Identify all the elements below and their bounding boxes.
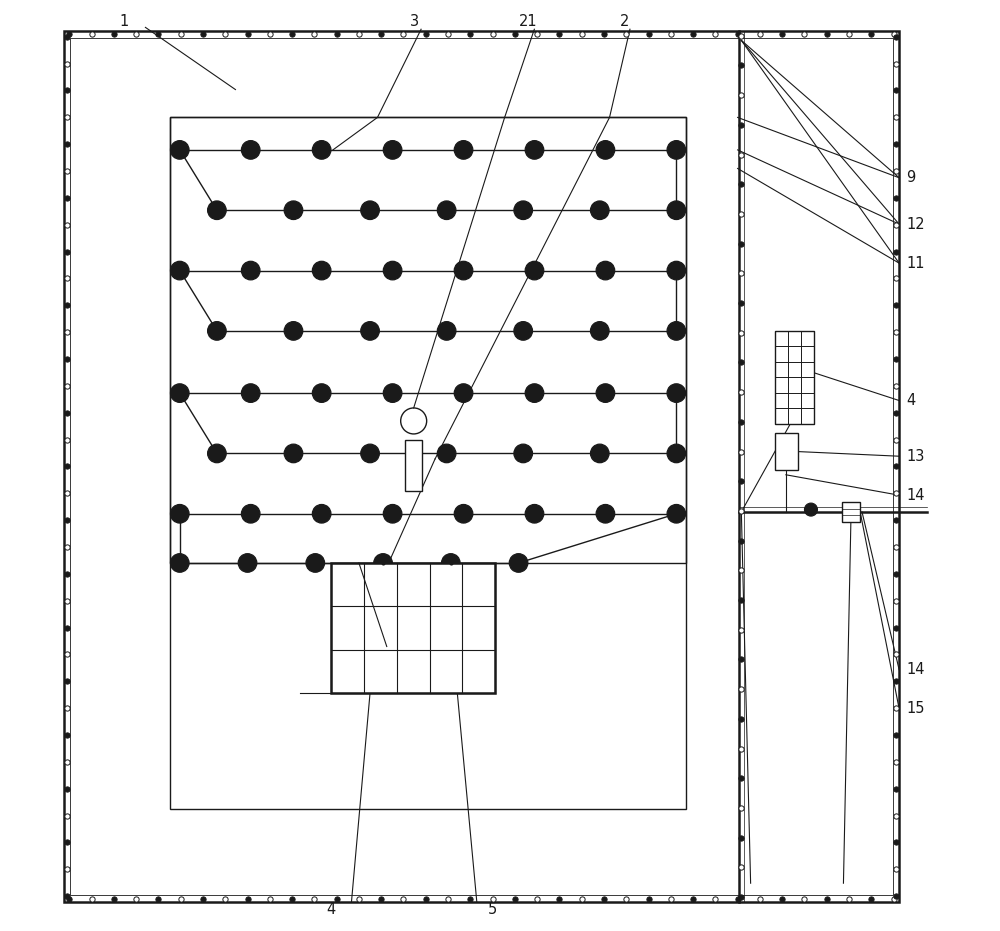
Bar	[775, 331, 814, 424]
Circle shape	[241, 505, 260, 523]
Circle shape	[442, 554, 460, 573]
Circle shape	[514, 321, 532, 340]
Text: 1: 1	[119, 14, 129, 29]
Text: 15: 15	[907, 701, 925, 716]
Text: 3: 3	[410, 14, 419, 29]
Circle shape	[241, 141, 260, 159]
Circle shape	[383, 141, 402, 159]
Circle shape	[383, 262, 402, 280]
Circle shape	[284, 321, 303, 340]
Circle shape	[667, 262, 686, 280]
Circle shape	[170, 141, 189, 159]
Circle shape	[596, 505, 615, 523]
Circle shape	[361, 321, 379, 340]
Bar	[170, 117, 686, 563]
Circle shape	[312, 384, 331, 402]
Circle shape	[437, 321, 456, 340]
Circle shape	[596, 262, 615, 280]
Circle shape	[284, 444, 303, 463]
Circle shape	[667, 505, 686, 523]
Circle shape	[437, 444, 456, 463]
Circle shape	[312, 141, 331, 159]
Circle shape	[667, 444, 686, 463]
Circle shape	[591, 201, 609, 220]
Text: 12: 12	[907, 217, 925, 232]
Circle shape	[525, 384, 544, 402]
Circle shape	[170, 554, 189, 573]
Bar	[405, 440, 422, 491]
Circle shape	[525, 141, 544, 159]
Circle shape	[238, 554, 257, 573]
Bar	[70, 37, 893, 896]
Circle shape	[804, 503, 817, 516]
Circle shape	[667, 201, 686, 220]
Circle shape	[306, 554, 325, 573]
Text: 21: 21	[519, 14, 537, 29]
Circle shape	[525, 505, 544, 523]
Circle shape	[383, 384, 402, 402]
Text: 14: 14	[907, 488, 925, 503]
Circle shape	[284, 201, 303, 220]
Circle shape	[208, 444, 226, 463]
Circle shape	[208, 201, 226, 220]
Bar	[331, 563, 495, 693]
Circle shape	[170, 505, 189, 523]
Circle shape	[241, 262, 260, 280]
Circle shape	[170, 384, 189, 402]
Circle shape	[509, 554, 528, 573]
Circle shape	[596, 141, 615, 159]
Circle shape	[170, 262, 189, 280]
Circle shape	[374, 554, 392, 573]
Circle shape	[667, 321, 686, 340]
Circle shape	[596, 384, 615, 402]
Text: 9: 9	[907, 170, 916, 185]
Circle shape	[454, 505, 473, 523]
Circle shape	[454, 262, 473, 280]
Circle shape	[312, 262, 331, 280]
Circle shape	[514, 201, 532, 220]
Circle shape	[241, 384, 260, 402]
Text: 4: 4	[907, 393, 916, 408]
Bar	[775, 433, 798, 470]
Text: 11: 11	[907, 256, 925, 271]
Circle shape	[667, 141, 686, 159]
Bar	[842, 502, 860, 522]
Circle shape	[454, 141, 473, 159]
Circle shape	[525, 262, 544, 280]
Text: 5: 5	[488, 902, 497, 917]
Circle shape	[667, 384, 686, 402]
Circle shape	[361, 201, 379, 220]
Circle shape	[383, 505, 402, 523]
Circle shape	[591, 321, 609, 340]
Circle shape	[514, 444, 532, 463]
Bar	[170, 117, 686, 809]
Circle shape	[312, 505, 331, 523]
Circle shape	[591, 444, 609, 463]
Circle shape	[208, 321, 226, 340]
Circle shape	[437, 201, 456, 220]
Text: 13: 13	[907, 449, 925, 464]
Circle shape	[361, 444, 379, 463]
Circle shape	[454, 384, 473, 402]
Text: 2: 2	[620, 14, 629, 29]
Text: 4: 4	[326, 902, 336, 917]
Text: 14: 14	[907, 662, 925, 677]
